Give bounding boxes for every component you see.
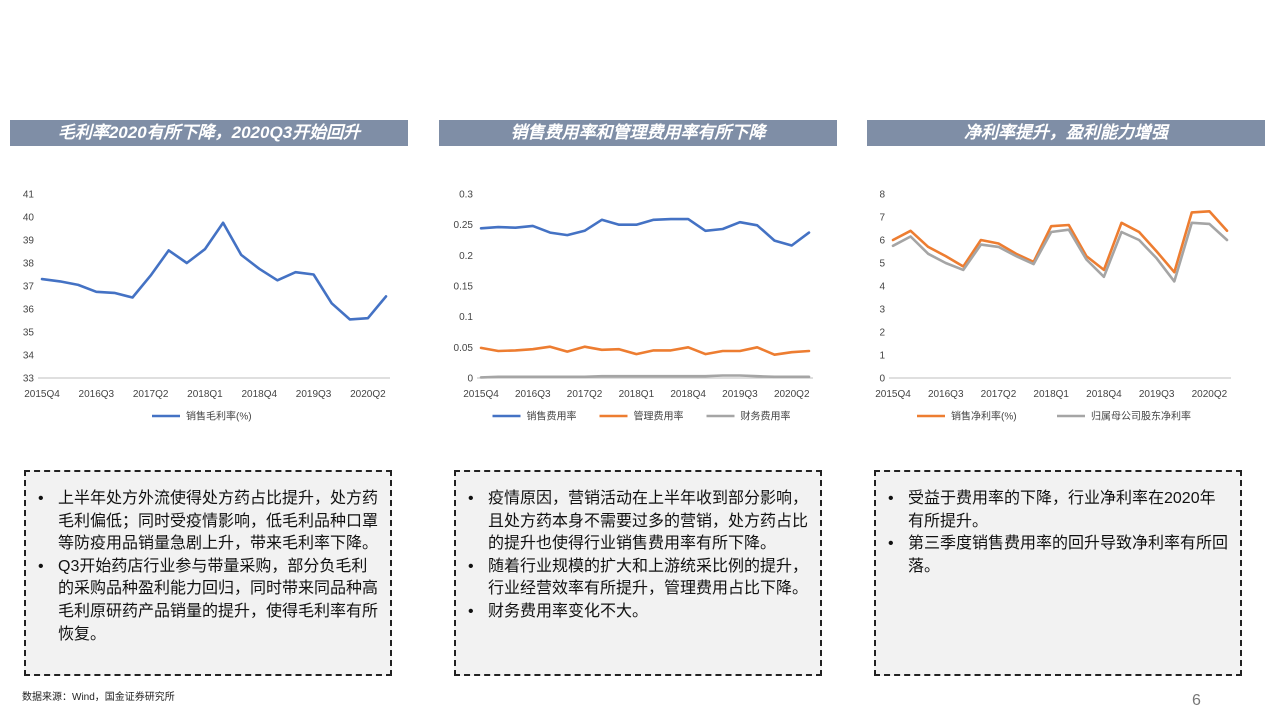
x-tick-label: 2016Q3: [79, 389, 115, 400]
series-line-2: [891, 221, 1229, 283]
panel-3-notes: 受益于费用率的下降，行业净利率在2020年有所提升。 第三季度销售费用率的回升导…: [874, 470, 1242, 676]
legend-label-2: 归属母公司股东净利率: [1091, 410, 1191, 423]
x-tick-label: 2020Q2: [350, 389, 386, 400]
x-tick-label: 2017Q2: [981, 389, 1017, 400]
y-tick-label: 0.25: [454, 220, 474, 231]
y-tick-label: 8: [879, 190, 885, 201]
note-item: 上半年处方外流使得处方药占比提升，处方药毛利偏低；同时受疫情影响，低毛利品种口罩…: [36, 488, 378, 556]
x-tick-label: 2019Q3: [722, 389, 758, 400]
y-tick-label: 3: [879, 305, 885, 316]
y-tick-label: 38: [23, 259, 35, 270]
y-tick-label: 33: [23, 374, 35, 385]
y-tick-label: 36: [23, 305, 35, 316]
x-tick-label: 2015Q4: [875, 389, 911, 400]
x-tick-label: 2018Q1: [187, 389, 223, 400]
x-tick-label: 2016Q3: [928, 389, 964, 400]
x-tick-label: 2015Q4: [24, 389, 60, 400]
y-tick-label: 0: [467, 374, 473, 385]
x-tick-label: 2018Q1: [619, 389, 655, 400]
x-tick-label: 2018Q4: [1086, 389, 1122, 400]
x-tick-label: 2018Q1: [1033, 389, 1069, 400]
note-item: Q3开始药店行业参与带量采购，部分负毛利的采购品种盈利能力回归，同时带来同品种高…: [36, 556, 378, 646]
x-tick-label: 2017Q2: [133, 389, 169, 400]
y-tick-label: 2: [879, 328, 885, 339]
panel-2-header: 销售费用率和管理费用率有所下降: [439, 120, 837, 146]
y-tick-label: 0.2: [459, 251, 473, 262]
net-margin-chart: 0 1 2 3 4 5 6 7 8 2015Q4 2016Q3 2017Q2 2018Q1 2018Q4 2…: [875, 190, 1231, 423]
y-tick-label: 0.3: [459, 190, 473, 201]
x-tick-label: 2016Q3: [515, 389, 551, 400]
expense-ratio-chart: 0 0.05 0.1 0.15 0.2 0.25 0.3 2015Q4 2016Q3 2017Q2…: [454, 190, 813, 423]
series-line-1: [479, 217, 811, 247]
note-item: 财务费用率变化不大。: [466, 601, 808, 624]
note-item: 随着行业规模的扩大和上游统采比例的提升，行业经营效率有所提升，管理费用占比下降。: [466, 556, 808, 601]
y-tick-label: 0.1: [459, 312, 473, 323]
y-tick-label: 41: [23, 190, 35, 201]
series-line-1: [891, 209, 1229, 274]
x-tick-label: 2020Q2: [1192, 389, 1228, 400]
series-line-3: [479, 374, 811, 379]
legend-label-1: 销售费用率: [527, 410, 577, 423]
legend-label-3: 财务费用率: [741, 410, 791, 423]
legend-label-1: 销售毛利率(%): [186, 410, 252, 423]
y-tick-label: 6: [879, 236, 885, 247]
y-tick-label: 4: [879, 282, 885, 293]
note-item: 疫情原因，营销活动在上半年收到部分影响，且处方药本身不需要过多的营销，处方药占比…: [466, 488, 808, 556]
page-number: 6: [1192, 692, 1201, 709]
x-tick-label: 2019Q3: [296, 389, 332, 400]
legend-label-2: 管理费用率: [634, 410, 684, 423]
x-tick-label: 2018Q4: [241, 389, 277, 400]
panel-1-notes: 上半年处方外流使得处方药占比提升，处方药毛利偏低；同时受疫情影响，低毛利品种口罩…: [24, 470, 392, 676]
note-item: 第三季度销售费用率的回升导致净利率有所回落。: [886, 533, 1228, 578]
panel-3-header: 净利率提升，盈利能力增强: [867, 120, 1265, 146]
x-tick-label: 2019Q3: [1139, 389, 1175, 400]
y-tick-label: 40: [23, 213, 35, 224]
y-tick-label: 34: [23, 351, 35, 362]
note-item: 受益于费用率的下降，行业净利率在2020年有所提升。: [886, 488, 1228, 533]
y-tick-label: 7: [879, 213, 885, 224]
x-tick-label: 2018Q4: [670, 389, 706, 400]
legend-label-1: 销售净利率(%): [951, 410, 1017, 423]
panel-1-header: 毛利率2020有所下降，2020Q3开始回升: [10, 120, 408, 146]
series-line-2: [479, 345, 811, 356]
y-tick-label: 0.05: [454, 343, 474, 354]
x-tick-label: 2020Q2: [774, 389, 810, 400]
gross-margin-chart: 33 34 35 36 37 38 39 40 41 2015Q4 2016Q3 2017Q2 2018…: [23, 190, 390, 423]
y-tick-label: 1: [879, 351, 885, 362]
series-line-1: [40, 221, 388, 321]
data-source: 数据来源：Wind，国金证券研究所: [22, 692, 175, 703]
y-tick-label: 5: [879, 259, 885, 270]
panel-2-notes: 疫情原因，营销活动在上半年收到部分影响，且处方药本身不需要过多的营销，处方药占比…: [454, 470, 822, 676]
y-tick-label: 35: [23, 328, 35, 339]
y-tick-label: 0: [879, 374, 885, 385]
y-tick-label: 39: [23, 236, 35, 247]
y-tick-label: 0.15: [454, 282, 474, 293]
y-tick-label: 37: [23, 282, 35, 293]
x-tick-label: 2017Q2: [567, 389, 603, 400]
x-tick-label: 2015Q4: [463, 389, 499, 400]
